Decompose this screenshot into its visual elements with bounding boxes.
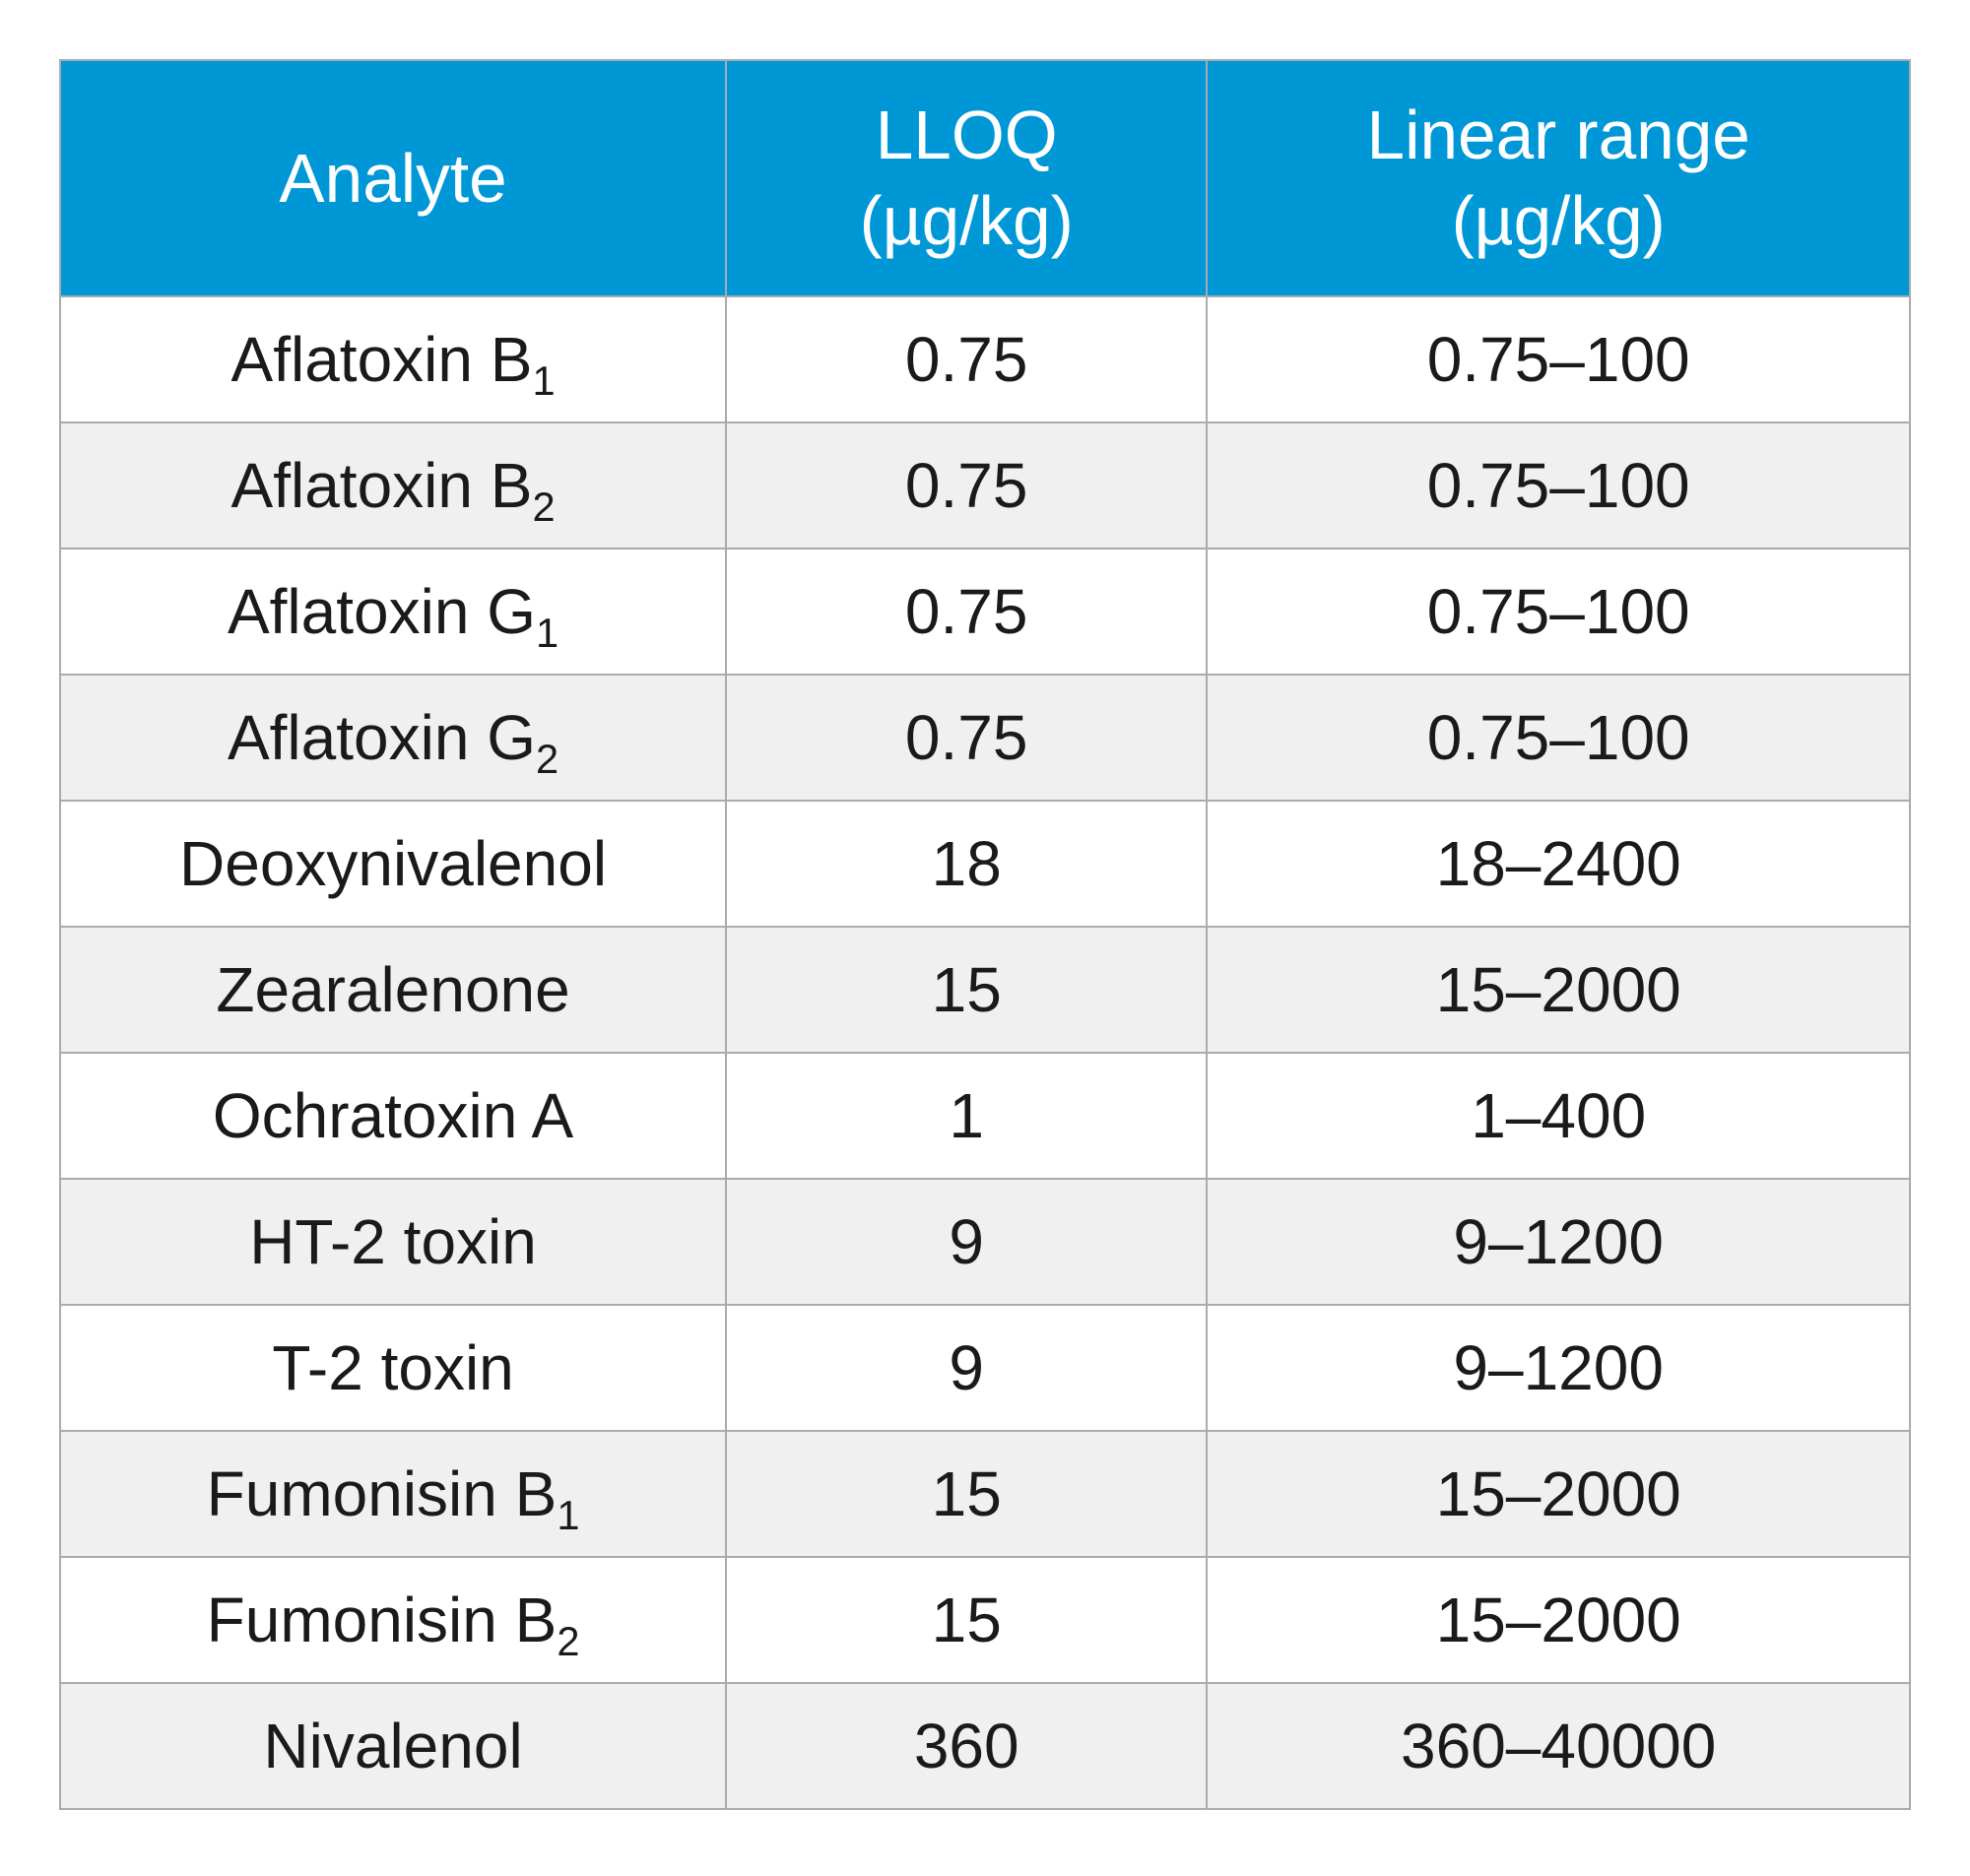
- table-row: Aflatoxin G10.750.75–100: [60, 549, 1910, 675]
- cell-range: 1–400: [1207, 1053, 1910, 1179]
- analyte-table: Analyte LLOQ (µg/kg) Linear range (µg/kg…: [59, 59, 1911, 1810]
- col-header-analyte: Analyte: [60, 60, 726, 296]
- table-row: Aflatoxin B20.750.75–100: [60, 422, 1910, 549]
- table-body: Aflatoxin B10.750.75–100Aflatoxin B20.75…: [60, 296, 1910, 1809]
- cell-range: 0.75–100: [1207, 422, 1910, 549]
- table-row: T-2 toxin99–1200: [60, 1305, 1910, 1431]
- table-row: Aflatoxin G20.750.75–100: [60, 675, 1910, 801]
- col-header-line2: (µg/kg): [1208, 178, 1909, 264]
- cell-analyte: Aflatoxin G2: [60, 675, 726, 801]
- cell-analyte: Deoxynivalenol: [60, 801, 726, 927]
- cell-lloq: 0.75: [726, 549, 1207, 675]
- cell-analyte: HT-2 toxin: [60, 1179, 726, 1305]
- cell-range: 18–2400: [1207, 801, 1910, 927]
- col-header-range: Linear range (µg/kg): [1207, 60, 1910, 296]
- table-row: Aflatoxin B10.750.75–100: [60, 296, 1910, 422]
- table-row: Deoxynivalenol1818–2400: [60, 801, 1910, 927]
- col-header-line2: (µg/kg): [727, 178, 1206, 264]
- cell-lloq: 1: [726, 1053, 1207, 1179]
- cell-analyte: Aflatoxin G1: [60, 549, 726, 675]
- cell-analyte: Zearalenone: [60, 927, 726, 1053]
- cell-lloq: 9: [726, 1305, 1207, 1431]
- table-row: Fumonisin B21515–2000: [60, 1557, 1910, 1683]
- cell-range: 15–2000: [1207, 927, 1910, 1053]
- cell-range: 9–1200: [1207, 1305, 1910, 1431]
- cell-range: 0.75–100: [1207, 675, 1910, 801]
- cell-lloq: 360: [726, 1683, 1207, 1809]
- cell-range: 15–2000: [1207, 1431, 1910, 1557]
- cell-lloq: 18: [726, 801, 1207, 927]
- analyte-table-container: Analyte LLOQ (µg/kg) Linear range (µg/kg…: [59, 59, 1911, 1810]
- cell-range: 9–1200: [1207, 1179, 1910, 1305]
- table-row: HT-2 toxin99–1200: [60, 1179, 1910, 1305]
- cell-lloq: 15: [726, 927, 1207, 1053]
- cell-lloq: 0.75: [726, 422, 1207, 549]
- cell-range: 0.75–100: [1207, 549, 1910, 675]
- cell-analyte: T-2 toxin: [60, 1305, 726, 1431]
- cell-lloq: 15: [726, 1431, 1207, 1557]
- cell-range: 360–40000: [1207, 1683, 1910, 1809]
- table-row: Fumonisin B11515–2000: [60, 1431, 1910, 1557]
- cell-lloq: 9: [726, 1179, 1207, 1305]
- cell-analyte: Nivalenol: [60, 1683, 726, 1809]
- cell-analyte: Fumonisin B1: [60, 1431, 726, 1557]
- cell-lloq: 15: [726, 1557, 1207, 1683]
- col-header-line1: LLOQ: [727, 93, 1206, 178]
- table-header-row: Analyte LLOQ (µg/kg) Linear range (µg/kg…: [60, 60, 1910, 296]
- col-header-lloq: LLOQ (µg/kg): [726, 60, 1207, 296]
- cell-range: 0.75–100: [1207, 296, 1910, 422]
- cell-analyte: Aflatoxin B1: [60, 296, 726, 422]
- cell-range: 15–2000: [1207, 1557, 1910, 1683]
- table-row: Nivalenol360360–40000: [60, 1683, 1910, 1809]
- table-row: Zearalenone1515–2000: [60, 927, 1910, 1053]
- col-header-line1: Linear range: [1208, 93, 1909, 178]
- col-header-line1: Analyte: [61, 136, 725, 222]
- cell-lloq: 0.75: [726, 296, 1207, 422]
- cell-analyte: Ochratoxin A: [60, 1053, 726, 1179]
- cell-analyte: Fumonisin B2: [60, 1557, 726, 1683]
- cell-lloq: 0.75: [726, 675, 1207, 801]
- cell-analyte: Aflatoxin B2: [60, 422, 726, 549]
- table-row: Ochratoxin A11–400: [60, 1053, 1910, 1179]
